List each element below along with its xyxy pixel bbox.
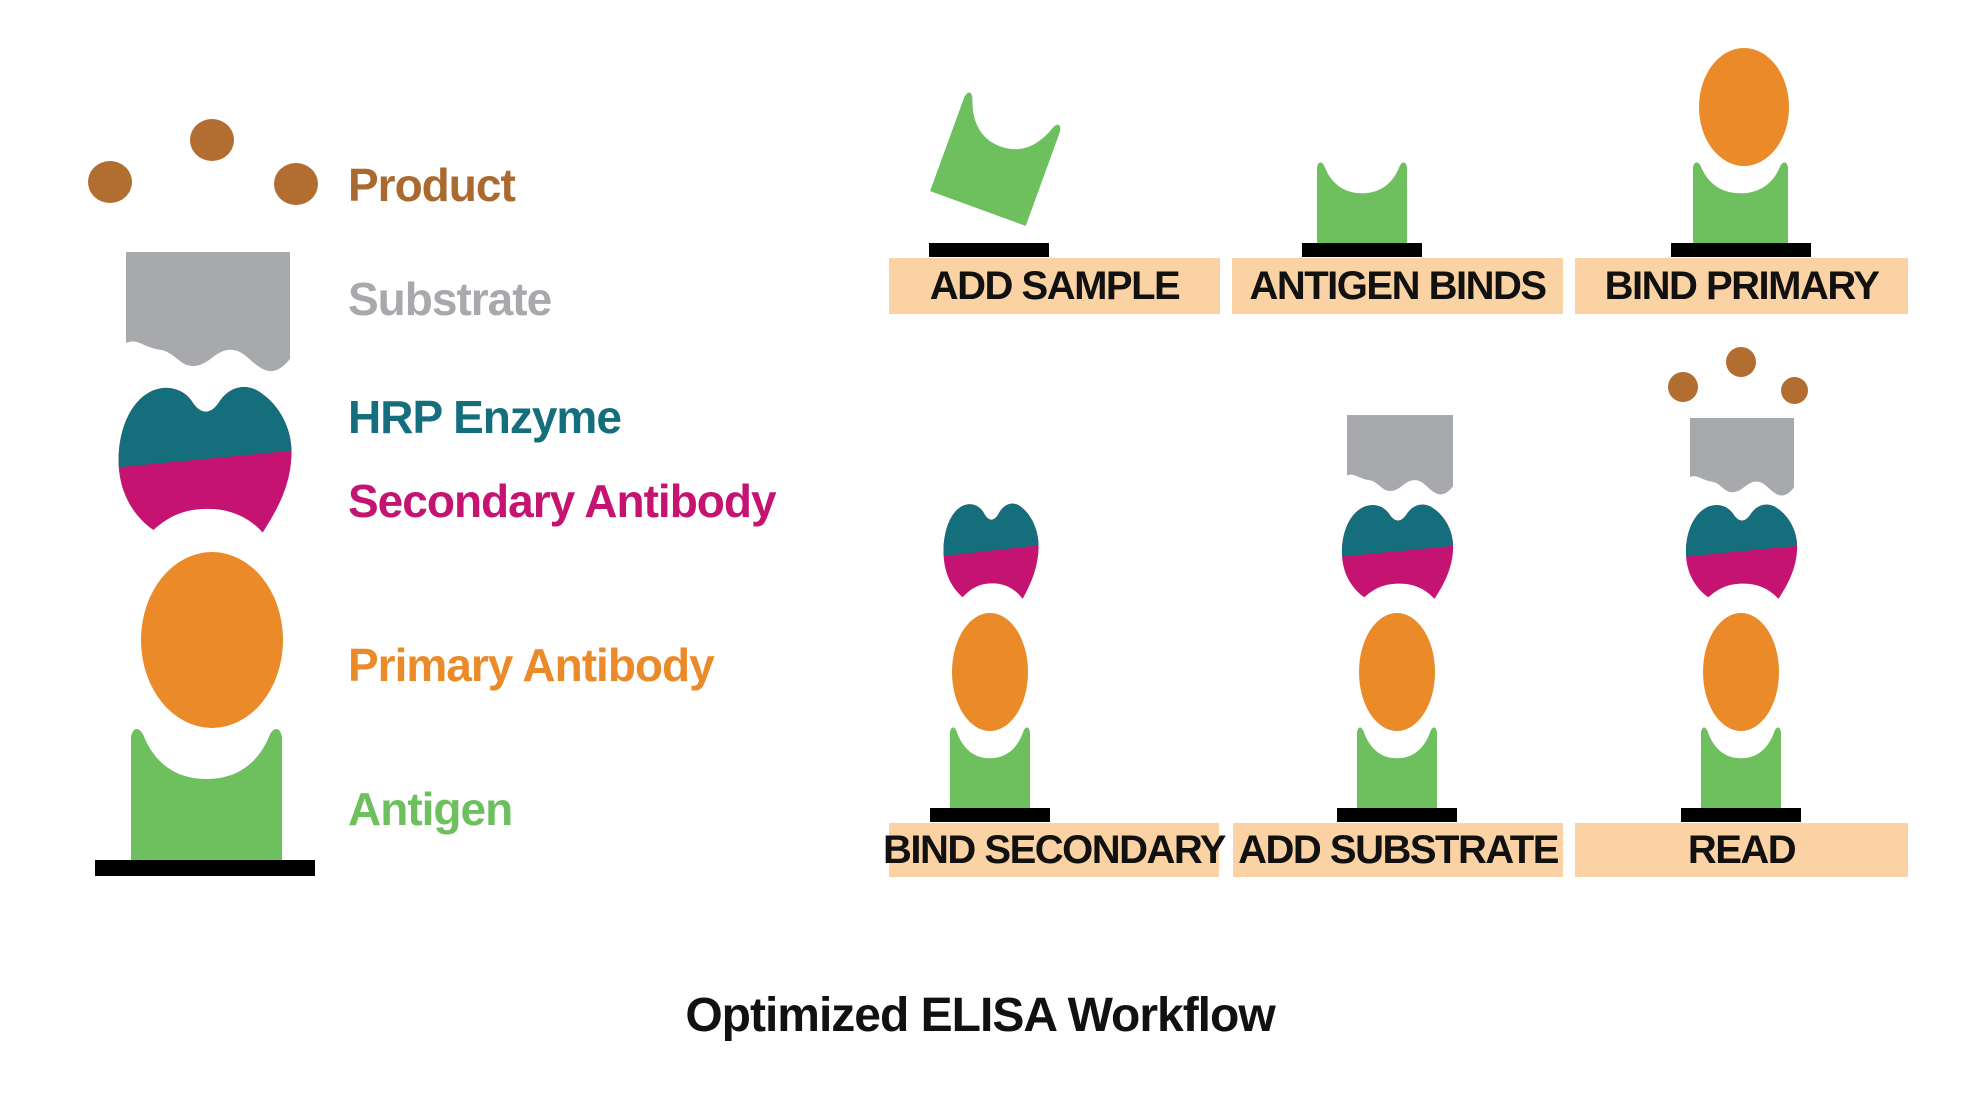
antigen-shape-icon <box>950 723 1030 809</box>
legend: Product Substrate HRP Enzyme Secondary A… <box>0 0 777 950</box>
step-label-antigen-binds: ANTIGEN BINDS <box>1232 258 1563 314</box>
hrp-secondary-blob-icon <box>1339 502 1456 607</box>
primary-antibody-ellipse-icon <box>141 552 283 728</box>
product-dot-icon <box>1781 377 1808 404</box>
legend-label-antigen: Antigen <box>348 783 513 835</box>
antigen-shape-icon <box>1317 158 1407 244</box>
legend-label-hrp-enzyme: HRP Enzyme <box>348 391 622 443</box>
product-dot-icon <box>1726 347 1756 377</box>
product-dot-icon <box>190 119 234 161</box>
antigen-shape-icon <box>1357 723 1437 809</box>
step-label-add-sample: ADD SAMPLE <box>889 258 1220 314</box>
antigen-shape-icon <box>1693 158 1788 244</box>
falling-antigen-shape-icon <box>930 86 1064 226</box>
hrp-secondary-blob-icon <box>941 501 1041 607</box>
substrate-shape-icon <box>1347 415 1453 499</box>
product-dot-icon <box>1668 372 1698 402</box>
diagram-title: Optimized ELISA Workflow <box>685 989 1275 1042</box>
plate-bar <box>929 243 1049 257</box>
plate-bar <box>1671 243 1811 257</box>
step-label-add-substrate: ADD SUBSTRATE <box>1233 823 1563 877</box>
plate-bar <box>1302 243 1422 257</box>
substrate-shape-icon <box>1690 418 1794 500</box>
plate-bar <box>930 808 1050 822</box>
legend-label-primary-antibody: Primary Antibody <box>348 639 715 691</box>
plate-bar <box>1681 808 1801 822</box>
step-label-bind-secondary: BIND SECONDARY <box>883 823 1227 877</box>
product-dot-icon <box>274 163 318 205</box>
primary-antibody-ellipse-icon <box>1359 613 1435 731</box>
primary-antibody-ellipse-icon <box>1703 613 1779 731</box>
primary-antibody-ellipse-icon <box>952 613 1028 731</box>
legend-label-product: Product <box>348 159 516 211</box>
primary-antibody-ellipse-icon <box>1699 48 1789 166</box>
product-dot-icon <box>88 161 132 203</box>
plate-bar <box>1337 808 1457 822</box>
antigen-shape-icon <box>131 722 282 861</box>
plate-bar <box>95 860 315 876</box>
antigen-shape-icon <box>1701 723 1781 809</box>
legend-label-substrate: Substrate <box>348 273 552 325</box>
hrp-secondary-blob-icon <box>1683 502 1800 607</box>
substrate-shape-icon <box>126 252 290 378</box>
step-label-bind-primary: BIND PRIMARY <box>1575 258 1908 314</box>
legend-label-secondary-antibody: Secondary Antibody <box>348 475 777 527</box>
hrp-secondary-blob-icon <box>114 383 296 545</box>
step-label-read: READ <box>1575 823 1908 877</box>
